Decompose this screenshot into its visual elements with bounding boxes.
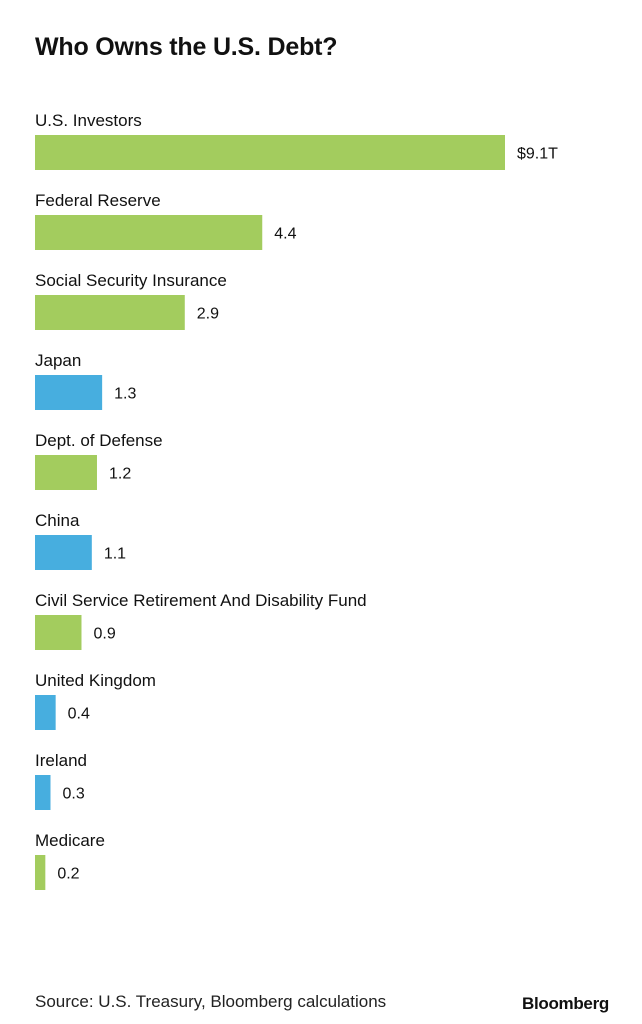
bar	[35, 215, 263, 250]
category-label: Dept. of Defense	[35, 431, 163, 450]
bar	[35, 615, 82, 650]
value-label: 0.2	[57, 866, 79, 883]
bar	[35, 855, 46, 890]
bar-row: United Kingdom 0.4	[35, 671, 156, 730]
category-label: Japan	[35, 351, 81, 370]
value-label: 1.1	[104, 546, 126, 563]
bar-row: Medicare 0.2	[35, 831, 105, 890]
bar	[35, 775, 51, 810]
bar-row: U.S. Investors $9.1T	[35, 111, 558, 170]
bar-row: Dept. of Defense 1.2	[35, 431, 163, 490]
value-label: $9.1T	[517, 146, 558, 163]
bar	[35, 695, 56, 730]
value-label: 0.9	[93, 626, 115, 643]
bar-row: Ireland 0.3	[35, 751, 87, 810]
value-label: 0.3	[62, 786, 84, 803]
bar	[35, 535, 92, 570]
value-label: 1.3	[114, 386, 136, 403]
bar	[35, 135, 505, 170]
bar-row: Japan 1.3	[35, 351, 136, 410]
bar-chart: U.S. Investors $9.1T Federal Reserve 4.4 Soc…	[35, 111, 558, 890]
bar-row: China 1.1	[35, 511, 126, 570]
category-label: Civil Service Retirement And Disability …	[35, 591, 367, 610]
bar-row: Social Security Insurance 2.9	[35, 271, 227, 330]
value-label: 4.4	[274, 226, 296, 243]
category-label: Federal Reserve	[35, 191, 161, 210]
value-label: 0.4	[68, 706, 90, 723]
value-label: 1.2	[109, 466, 131, 483]
bar	[35, 295, 185, 330]
bar	[35, 455, 97, 490]
category-label: United Kingdom	[35, 671, 156, 690]
category-label: Social Security Insurance	[35, 271, 227, 290]
chart-title: Who Owns the U.S. Debt?	[35, 33, 338, 61]
value-label: 2.9	[197, 306, 219, 323]
category-label: China	[35, 511, 80, 530]
bar-row: Civil Service Retirement And Disability …	[35, 591, 367, 650]
category-label: U.S. Investors	[35, 111, 142, 130]
bar	[35, 375, 103, 410]
bar-row: Federal Reserve 4.4	[35, 191, 297, 250]
category-label: Medicare	[35, 831, 105, 850]
source-note: Source: U.S. Treasury, Bloomberg calcula…	[35, 992, 387, 1011]
brand-logo: Bloomberg	[521, 994, 609, 1013]
category-label: Ireland	[35, 751, 87, 770]
